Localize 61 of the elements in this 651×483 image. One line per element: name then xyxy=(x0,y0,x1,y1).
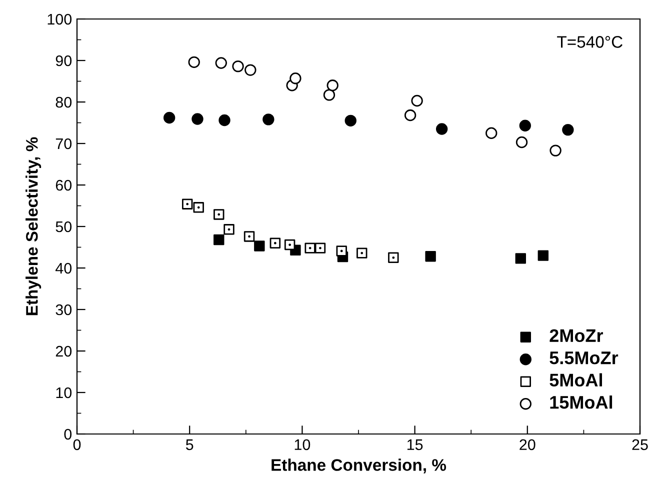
y-tick-label: 10 xyxy=(56,387,72,398)
y-tick-label: 90 xyxy=(56,55,72,66)
y-tick-label: 70 xyxy=(56,138,72,150)
point xyxy=(436,123,448,135)
point xyxy=(314,242,326,254)
point xyxy=(304,242,316,254)
point xyxy=(244,64,256,76)
y-tick-label: 50 xyxy=(56,221,72,232)
point xyxy=(323,89,336,101)
point xyxy=(516,136,528,148)
y-axis-title: Ethylene Selectivity, % xyxy=(26,137,42,316)
point xyxy=(262,114,274,126)
point xyxy=(163,112,176,124)
point xyxy=(193,202,204,213)
point xyxy=(404,109,416,122)
point xyxy=(290,72,302,84)
point xyxy=(284,239,296,250)
point xyxy=(218,114,230,126)
y-tick-label: 40 xyxy=(56,262,72,274)
y-tick-label: 0 xyxy=(64,428,72,440)
point xyxy=(214,234,224,246)
point xyxy=(486,127,498,139)
point xyxy=(215,57,227,69)
point xyxy=(411,94,423,107)
point xyxy=(188,56,200,68)
x-tick-label: 0 xyxy=(73,439,81,450)
x-tick-label: 15 xyxy=(407,439,423,450)
point xyxy=(192,113,204,125)
point xyxy=(224,224,234,235)
point xyxy=(214,209,224,220)
y-tick-label: 100 xyxy=(48,14,72,25)
annotation: T=540°C xyxy=(557,36,622,48)
legend-label: 15MoAl xyxy=(550,396,612,409)
y-tick-label: 60 xyxy=(56,180,72,191)
legend-label: 5MoAl xyxy=(550,373,602,387)
point xyxy=(270,238,281,248)
legend-label: 5.5MoZr xyxy=(550,352,618,364)
point xyxy=(388,252,399,263)
y-tick-label: 80 xyxy=(56,96,72,108)
point xyxy=(244,231,255,242)
y-tick-label: 30 xyxy=(56,304,72,316)
y-tick-label: 20 xyxy=(56,346,72,357)
point xyxy=(232,60,244,72)
x-tick-label: 5 xyxy=(186,439,194,450)
point xyxy=(254,240,265,252)
point xyxy=(515,253,526,264)
point xyxy=(344,114,356,127)
point xyxy=(336,246,347,256)
point xyxy=(326,80,338,92)
point xyxy=(356,248,368,258)
x-tick-label: 10 xyxy=(294,439,310,450)
x-axis-title: Ethane Conversion, % xyxy=(272,458,446,474)
point xyxy=(519,120,531,132)
point xyxy=(562,124,574,136)
x-tick-label: 25 xyxy=(632,439,648,450)
point xyxy=(182,198,193,210)
point xyxy=(550,144,562,156)
x-tick-label: 20 xyxy=(520,439,536,450)
legend-label: 2MoZr xyxy=(550,329,604,342)
point xyxy=(425,251,436,262)
point xyxy=(538,250,549,261)
